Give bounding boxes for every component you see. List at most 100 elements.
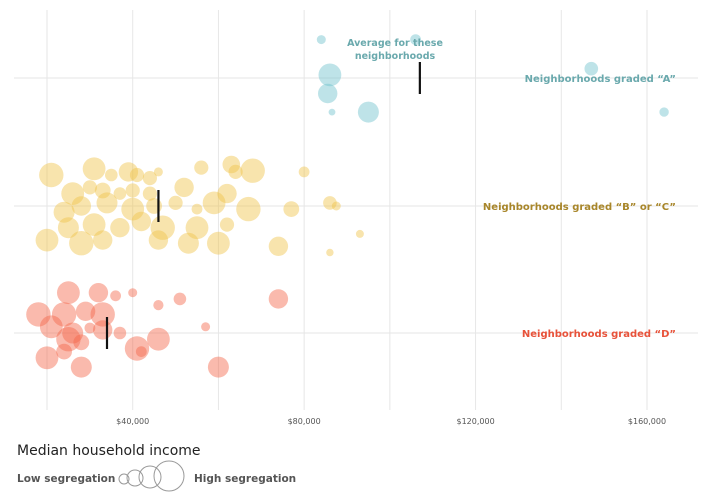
series-labels: Neighborhoods graded “A” Neighborhoods gr…	[483, 74, 676, 340]
data-bubble	[185, 216, 209, 240]
data-bubble	[328, 108, 336, 116]
data-bubble	[90, 302, 115, 327]
data-bubble	[53, 201, 75, 223]
data-bubble	[318, 83, 338, 104]
data-bubble	[142, 186, 157, 201]
data-bubble	[110, 290, 121, 302]
data-bubble	[148, 230, 169, 250]
data-bubble	[88, 283, 109, 303]
data-bubble	[202, 191, 226, 215]
data-bubble	[110, 218, 130, 238]
data-bubble	[129, 167, 145, 183]
data-bubble	[323, 196, 337, 210]
x-tick-label: $120,000	[456, 417, 494, 426]
data-bubble	[93, 320, 113, 340]
data-bubble	[318, 63, 342, 87]
data-bubble	[174, 177, 194, 198]
data-bubble	[82, 213, 106, 237]
data-bubble	[268, 289, 289, 309]
data-bubble	[194, 160, 209, 175]
data-bubble	[240, 158, 265, 183]
data-bubble	[71, 196, 92, 216]
data-bubble	[173, 292, 187, 306]
data-bubble	[147, 327, 170, 351]
data-bubble	[84, 322, 96, 334]
data-bubble	[326, 248, 334, 257]
series-label: Neighborhoods graded “D”	[522, 329, 676, 340]
data-bubble	[61, 182, 85, 206]
legend-circle-small	[118, 473, 130, 485]
data-bubble	[331, 201, 341, 211]
x-tick-label: $40,000	[116, 417, 149, 426]
data-bubble	[236, 196, 261, 222]
data-bubble	[131, 211, 151, 232]
data-bubble	[124, 336, 150, 361]
data-bubble	[51, 302, 77, 327]
data-bubble	[659, 107, 669, 117]
x-axis-title: Median household income	[17, 443, 201, 459]
data-bubble	[75, 301, 96, 321]
x-tick-label: $80,000	[288, 417, 321, 426]
bubbles	[26, 34, 669, 378]
data-bubble	[82, 180, 97, 195]
data-bubble	[128, 288, 138, 298]
data-bubble	[219, 217, 235, 232]
legend-circle-large	[138, 465, 162, 489]
data-bubble	[217, 183, 237, 204]
legend-circle-xlarge	[153, 460, 185, 492]
data-bubble	[57, 281, 80, 305]
data-bubble	[153, 167, 163, 177]
data-bubble	[168, 195, 183, 210]
x-axis-ticks: $40,000 $80,000 $120,000 $160,000	[116, 417, 666, 426]
data-bubble	[357, 101, 379, 123]
size-legend: Low segregation High segregation	[17, 460, 296, 492]
data-bubble	[268, 236, 289, 256]
data-bubble	[201, 322, 211, 332]
data-bubble	[35, 228, 59, 252]
legend-low-label: Low segregation	[17, 473, 115, 485]
data-bubble	[298, 166, 310, 178]
x-tick-label: $160,000	[628, 417, 666, 426]
data-bubble	[93, 230, 113, 250]
data-bubble	[228, 164, 243, 179]
data-bubble	[150, 215, 175, 240]
annotation-average-line2: neighborhoods	[355, 51, 436, 62]
data-bubble	[125, 183, 140, 198]
data-bubble	[207, 356, 229, 378]
data-bubble	[118, 162, 139, 182]
data-bubble	[105, 168, 118, 182]
data-bubble	[70, 356, 92, 378]
data-bubble	[113, 187, 127, 200]
data-bubble	[56, 343, 72, 360]
data-bubble	[135, 346, 147, 357]
data-bubble	[62, 322, 84, 344]
data-bubble	[69, 231, 94, 256]
data-bubble	[316, 35, 326, 45]
data-bubble	[121, 197, 145, 221]
data-bubble	[207, 231, 230, 255]
legend-circle-medium	[126, 469, 144, 487]
data-bubble	[26, 302, 51, 327]
average-markers	[105, 62, 421, 349]
gridlines	[14, 10, 698, 410]
data-bubble	[35, 346, 59, 370]
data-bubble	[410, 34, 421, 45]
data-bubble	[94, 182, 111, 199]
data-bubble	[57, 217, 79, 239]
annotation-average-line1: Average for these	[347, 38, 443, 49]
data-bubble	[56, 327, 81, 352]
data-bubble	[39, 315, 63, 339]
series-label: Neighborhoods graded “A”	[525, 74, 676, 85]
data-bubble	[153, 300, 164, 311]
data-bubble	[222, 155, 241, 174]
data-bubble	[39, 162, 64, 188]
data-bubble	[283, 201, 300, 218]
data-bubble	[355, 229, 364, 238]
data-bubble	[142, 171, 157, 186]
legend-high-label: High segregation	[194, 473, 296, 485]
data-bubble	[73, 334, 90, 351]
data-bubble	[146, 198, 163, 214]
data-bubble	[177, 232, 199, 254]
data-bubble	[113, 326, 127, 340]
